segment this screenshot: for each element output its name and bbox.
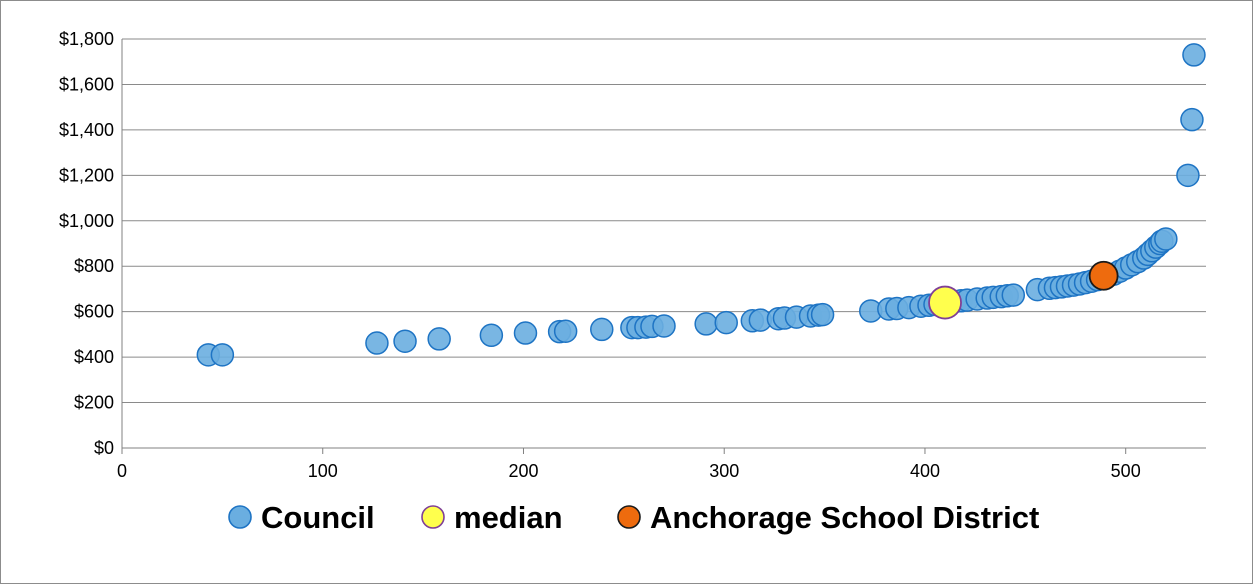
council-point bbox=[210, 343, 235, 367]
x-tick-label: 400 bbox=[910, 461, 940, 481]
council-point bbox=[513, 321, 538, 345]
council-point bbox=[590, 317, 614, 342]
council-point bbox=[393, 329, 417, 353]
council-point bbox=[479, 323, 504, 348]
y-tick-label: $1,200 bbox=[59, 165, 114, 185]
legend-marker-council bbox=[228, 505, 252, 529]
x-tick-label: 0 bbox=[117, 461, 127, 481]
council-point bbox=[652, 314, 676, 338]
council-point bbox=[810, 302, 835, 327]
legend-marker-median bbox=[421, 505, 445, 529]
y-tick-label: $600 bbox=[74, 302, 114, 322]
y-tick-label: $200 bbox=[74, 393, 114, 413]
council-point bbox=[365, 331, 389, 355]
legend-label-council: Council bbox=[261, 500, 375, 535]
legend: Council median Anchorage School District bbox=[228, 500, 1039, 535]
x-tick-label: 300 bbox=[709, 461, 739, 481]
council-point bbox=[1176, 163, 1200, 188]
y-tick-label: $1,800 bbox=[59, 29, 114, 49]
y-tick-label: $0 bbox=[94, 438, 114, 458]
legend-label-median: median bbox=[454, 500, 563, 535]
y-tick-label: $1,600 bbox=[59, 74, 114, 94]
x-tick-label: 100 bbox=[308, 461, 338, 481]
council-point bbox=[694, 312, 718, 336]
council-point bbox=[1180, 107, 1204, 132]
points-layer bbox=[196, 43, 1206, 367]
legend-item-council: Council bbox=[228, 500, 375, 535]
anchorage-school-district-point bbox=[1088, 260, 1119, 291]
y-tick-label: $800 bbox=[74, 256, 114, 276]
council-point bbox=[553, 319, 578, 343]
x-tick-label: 200 bbox=[508, 461, 538, 481]
legend-marker-anchorage-school-district bbox=[617, 505, 641, 529]
y-tick-label: $400 bbox=[74, 347, 114, 367]
legend-label-anchorage-school-district: Anchorage School District bbox=[650, 500, 1039, 535]
y-tick-label: $1,400 bbox=[59, 120, 114, 140]
council-point bbox=[1154, 227, 1178, 251]
y-tick-label: $1,000 bbox=[59, 211, 114, 231]
council-point bbox=[1001, 283, 1026, 307]
x-tick-label: 500 bbox=[1111, 461, 1141, 481]
council-point bbox=[1182, 43, 1206, 67]
legend-item-anchorage-school-district: Anchorage School District bbox=[617, 500, 1039, 535]
legend-item-median: median bbox=[421, 500, 563, 535]
axis-layer: $0 $200 $400 $600 $800 $1,000 $1,200 $1,400 $1,6… bbox=[59, 29, 1141, 481]
council-point bbox=[427, 327, 451, 351]
median-point bbox=[928, 285, 962, 320]
grid-layer bbox=[122, 38, 1206, 449]
council-point bbox=[714, 310, 738, 335]
